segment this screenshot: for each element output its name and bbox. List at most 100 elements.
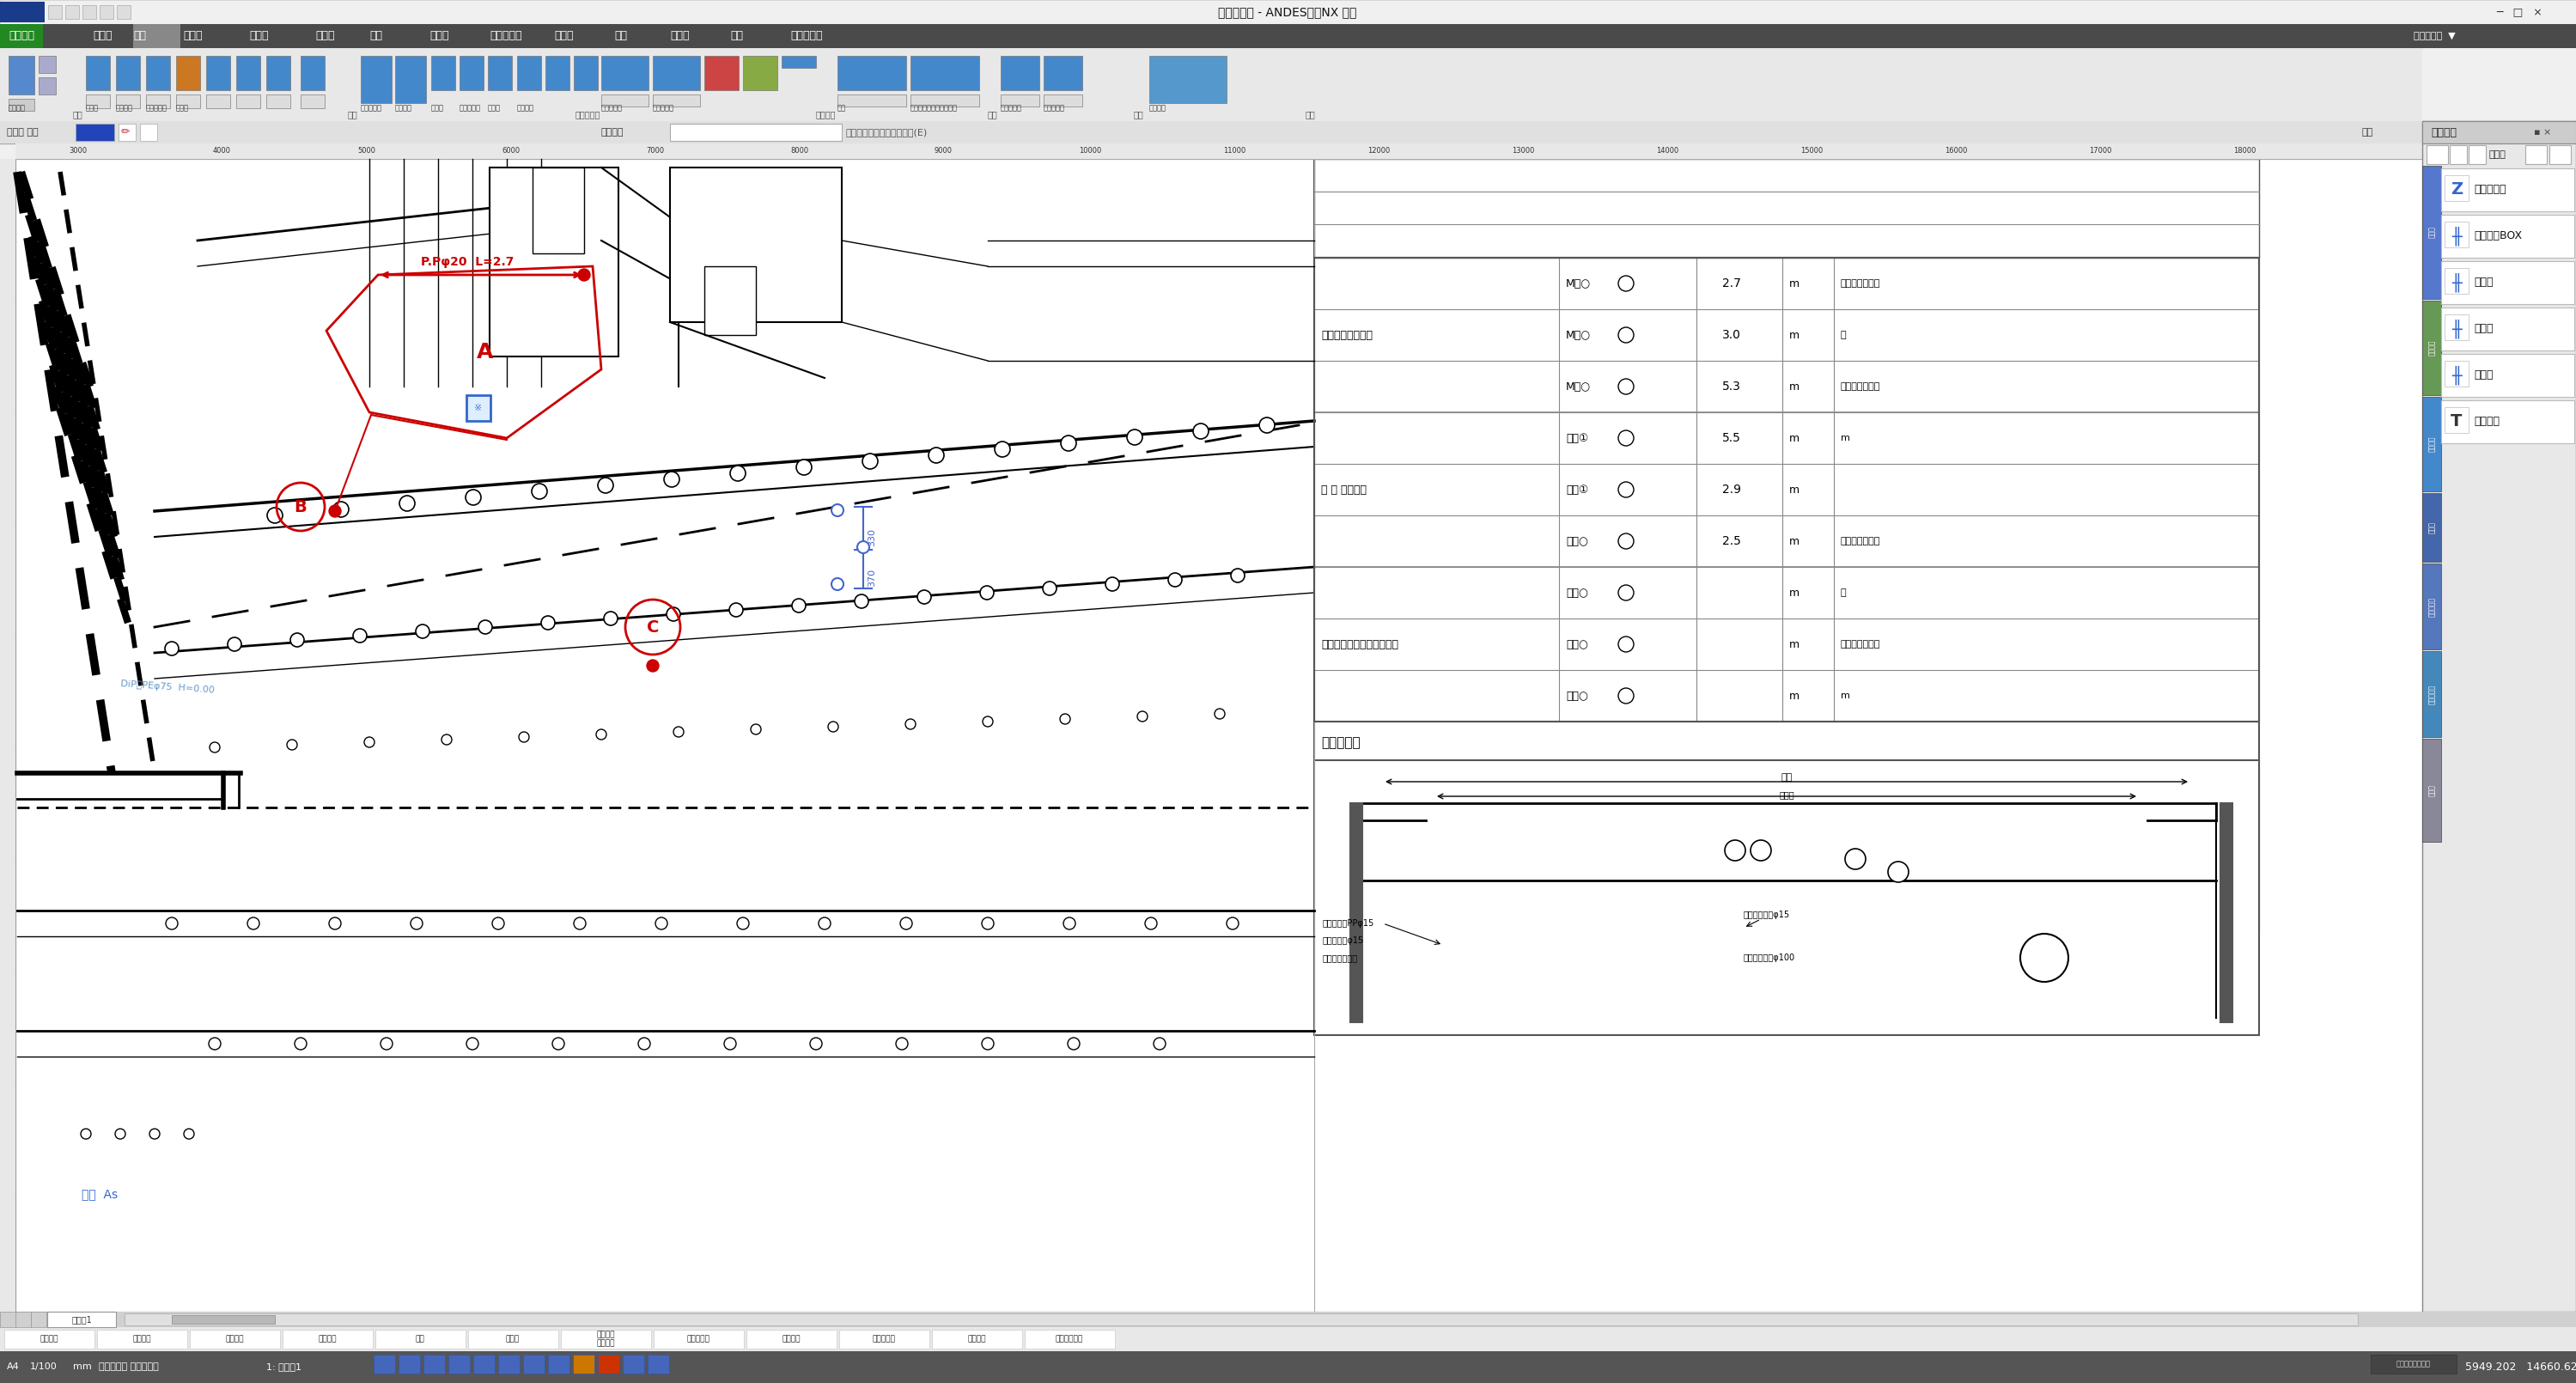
Bar — [0, 1351, 2576, 1383]
Text: 管配画: 管配画 — [85, 104, 98, 112]
Text: 既設ポンプ管φ15: 既設ポンプ管φ15 — [1744, 910, 1790, 920]
Circle shape — [667, 607, 680, 621]
Bar — [2524, 145, 2548, 165]
Bar — [173, 1315, 276, 1324]
Circle shape — [165, 642, 178, 656]
Circle shape — [1061, 436, 1077, 451]
Circle shape — [1618, 481, 1633, 498]
Circle shape — [819, 917, 829, 929]
Text: ╫: ╫ — [2452, 272, 2463, 292]
Text: 4000: 4000 — [214, 147, 232, 154]
Text: m: m — [1842, 434, 1850, 443]
Text: m: m — [1842, 692, 1850, 700]
Text: M～○: M～○ — [1566, 329, 1592, 340]
Bar — [2421, 300, 2442, 396]
Text: ㎡: ㎡ — [1842, 588, 1847, 597]
Bar — [394, 55, 425, 104]
Bar — [546, 55, 569, 90]
Text: （仮換え含む）: （仮換え含む） — [1324, 953, 1358, 963]
Circle shape — [415, 625, 430, 638]
Bar — [0, 24, 2576, 48]
Bar — [0, 1328, 2576, 1351]
Bar — [237, 55, 260, 90]
Circle shape — [917, 591, 930, 604]
Text: 6000: 6000 — [502, 147, 520, 154]
Text: 5949.202   14660.621: 5949.202 14660.621 — [2465, 1361, 2576, 1372]
Bar — [0, 1311, 2576, 1328]
Bar — [175, 55, 201, 90]
Text: A4: A4 — [8, 1362, 21, 1371]
Circle shape — [737, 917, 750, 929]
Text: 路面表示板復旧: 路面表示板復旧 — [1842, 382, 1880, 391]
Circle shape — [899, 917, 912, 929]
Text: 計測: 計測 — [987, 111, 997, 119]
Bar — [116, 94, 139, 108]
Bar — [600, 55, 649, 90]
Text: ✏: ✏ — [121, 127, 131, 138]
Bar — [206, 55, 229, 90]
Circle shape — [665, 472, 680, 487]
Text: オート: オート — [2458, 129, 2473, 137]
Text: 管割図: 管割図 — [183, 30, 204, 41]
Text: M～○: M～○ — [1566, 278, 1592, 289]
Text: 市道  As: 市道 As — [82, 1188, 118, 1200]
Circle shape — [268, 508, 283, 523]
Bar — [46, 1311, 116, 1328]
Circle shape — [1154, 1037, 1164, 1050]
Circle shape — [855, 595, 868, 609]
Bar — [1314, 761, 2259, 1034]
Bar — [15, 159, 1314, 1311]
Bar — [2445, 176, 2468, 201]
Text: 住宅移動: 住宅移動 — [131, 1336, 152, 1343]
Bar — [1149, 55, 1226, 104]
Bar — [489, 167, 618, 357]
Circle shape — [209, 743, 219, 752]
Bar — [1314, 159, 2259, 257]
Bar — [598, 1355, 618, 1373]
Text: 注釈行入
基準指定: 注釈行入 基準指定 — [595, 1330, 616, 1347]
Bar — [85, 55, 111, 90]
Circle shape — [1618, 534, 1633, 549]
Circle shape — [981, 1037, 994, 1050]
Bar — [8, 55, 33, 94]
Bar — [0, 1, 44, 22]
Circle shape — [330, 505, 340, 517]
Text: A: A — [477, 342, 495, 362]
Text: ㎡: ㎡ — [1842, 331, 1847, 339]
Text: 15000: 15000 — [1801, 147, 1824, 154]
Bar — [2421, 397, 2442, 491]
Text: 路面復復旧面積: 路面復復旧面積 — [1842, 279, 1880, 288]
Circle shape — [577, 268, 590, 281]
Bar — [1025, 1329, 1115, 1348]
Circle shape — [381, 1037, 392, 1050]
Bar — [8, 98, 33, 111]
Circle shape — [466, 490, 482, 505]
Circle shape — [332, 502, 348, 517]
Circle shape — [286, 740, 296, 750]
Bar — [2442, 261, 2573, 304]
Circle shape — [1059, 714, 1069, 725]
Bar — [2445, 221, 2468, 248]
Text: m: m — [1790, 329, 1801, 340]
Text: ズームウィンドウ: ズームウィンドウ — [2396, 1361, 2432, 1368]
Bar — [118, 123, 137, 141]
Bar — [430, 55, 456, 90]
Circle shape — [149, 1129, 160, 1140]
Bar — [474, 1355, 495, 1373]
Bar — [1043, 55, 1082, 90]
Bar — [572, 1355, 595, 1373]
Bar — [1314, 159, 2259, 932]
Text: プラン: プラン — [554, 30, 574, 41]
Bar — [2421, 494, 2442, 561]
Bar — [82, 6, 95, 19]
Bar — [0, 1311, 15, 1328]
Circle shape — [981, 917, 994, 929]
Text: 分～①: 分～① — [1566, 433, 1589, 444]
Text: ─   □   ×: ─ □ × — [2496, 7, 2543, 18]
Bar — [2445, 268, 2468, 293]
Text: 管長さ計測: 管長さ計測 — [652, 104, 675, 112]
Text: 片落管: 片落管 — [2473, 369, 2494, 380]
Bar — [623, 1355, 644, 1373]
Circle shape — [183, 1129, 193, 1140]
Text: 重度面積検索: 重度面積検索 — [1056, 1336, 1084, 1343]
